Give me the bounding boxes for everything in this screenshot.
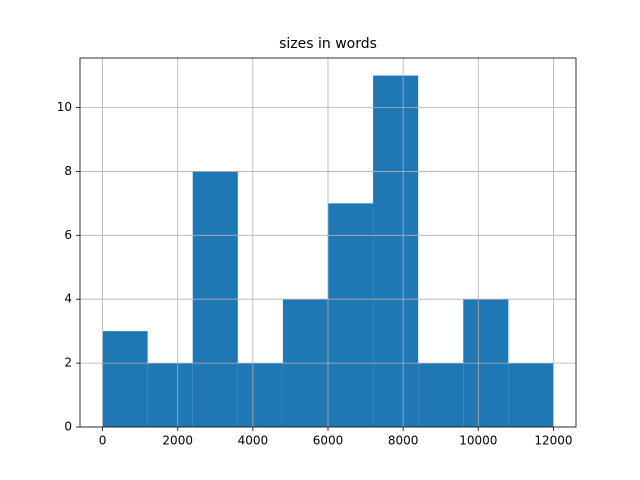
bar [418,363,464,427]
bar [237,363,283,427]
y-tick-label: 10 [57,100,72,114]
x-tick-label: 12000 [534,434,572,448]
y-tick-label: 2 [64,356,72,370]
x-tick-label: 0 [99,434,107,448]
x-tick-label: 4000 [238,434,269,448]
y-tick-label: 6 [64,228,72,242]
bar [147,363,193,427]
x-tick-label: 2000 [162,434,193,448]
y-tick-label: 4 [64,292,72,306]
x-tick-label: 10000 [459,434,497,448]
plot-frame [79,57,577,428]
x-tick-label: 6000 [313,434,344,448]
y-tick-label: 0 [64,420,72,434]
chart-title: sizes in words [279,36,377,52]
bar [373,75,419,428]
bar [508,363,554,427]
x-tick-label: 8000 [388,434,419,448]
bar [328,203,374,427]
y-tick-label: 8 [64,164,72,178]
bar [102,331,148,427]
